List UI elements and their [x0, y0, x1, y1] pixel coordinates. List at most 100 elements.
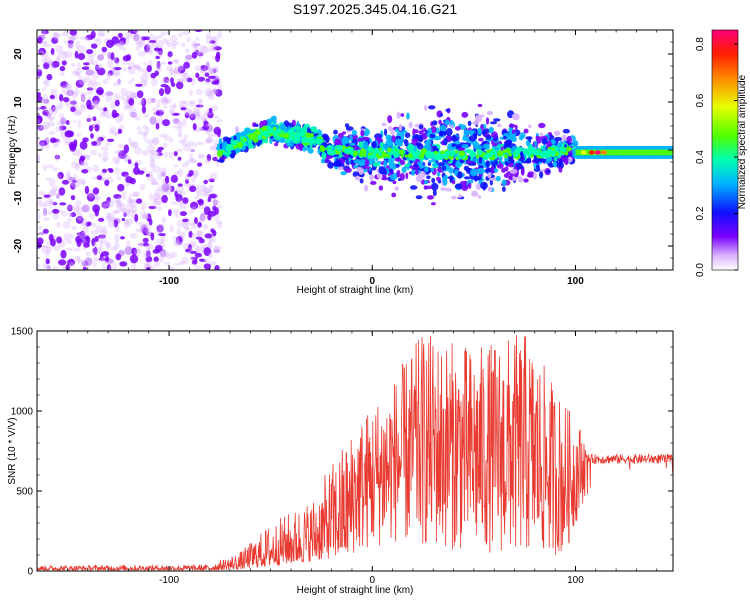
spectrogram-cell	[359, 178, 364, 184]
spectrogram-cell	[146, 243, 154, 250]
spectrogram-cell	[476, 145, 483, 151]
spectrogram-cell	[197, 98, 202, 104]
spectrogram-cell	[192, 142, 198, 148]
spectrogram-cell	[124, 249, 129, 254]
spectrogram-cell	[141, 213, 149, 220]
spectrogram-cell	[58, 259, 67, 266]
spectrogram-cell	[192, 257, 197, 262]
spectrogram-cell	[176, 227, 181, 236]
spectrogram-cell	[209, 178, 215, 183]
spectrogram-cell	[188, 101, 196, 107]
spectrogram-cell	[70, 195, 76, 201]
spectrogram-cell	[60, 249, 67, 259]
spectrogram-cell	[477, 149, 483, 156]
spectrogram-cell	[128, 80, 133, 85]
spectrogram-cell	[161, 183, 170, 192]
spectrogram-cell	[167, 51, 173, 58]
spectrogram-cell	[167, 56, 172, 60]
spectrogram-cell	[67, 213, 73, 218]
spectrogram-cell	[65, 120, 70, 125]
spectrogram-cell	[128, 69, 136, 75]
spectrogram-cell	[69, 37, 75, 46]
spectrogram-cell	[358, 167, 364, 175]
spectrogram-cell	[415, 142, 422, 147]
spectrogram-cell	[102, 151, 109, 157]
spectrogram-cell	[118, 154, 123, 160]
spectrogram-cell	[157, 185, 165, 192]
spectrogram-cell	[42, 217, 50, 221]
spectrogram-cell	[202, 223, 209, 230]
spectrogram-cell	[142, 237, 149, 243]
spectrogram-cell	[209, 172, 218, 181]
spectrogram-cell	[520, 132, 526, 139]
spectrogram-cell	[95, 89, 103, 94]
spectrogram-cell	[553, 156, 558, 162]
spectrogram-cell	[37, 201, 45, 208]
spectrogram-cell	[65, 141, 70, 145]
spectrogram-cell	[400, 113, 405, 117]
spectrogram-cell	[126, 202, 133, 212]
spectrogram-cell	[558, 159, 562, 167]
spectrogram-cell	[193, 43, 198, 49]
spectrogram-cell	[475, 183, 481, 191]
spectrogram-cell	[161, 234, 166, 243]
spectrogram-cell	[168, 209, 172, 217]
spectrogram-cell	[98, 240, 104, 248]
spectrogram-cell	[170, 34, 178, 43]
spectrogram-cell	[148, 218, 153, 226]
spectrogram-cell	[440, 187, 447, 191]
spectrogram-cell	[448, 167, 454, 174]
spectrogram-cell	[163, 135, 171, 141]
spectrogram-cell	[369, 154, 373, 159]
spectrogram-cell	[94, 236, 99, 242]
spectrogram-cell	[270, 116, 274, 124]
spectrogram-cell	[488, 126, 494, 134]
spectrogram-cell	[170, 69, 178, 75]
spectrogram-cell	[146, 97, 152, 105]
spectrogram-cell	[155, 152, 161, 159]
spectrogram-cell	[144, 44, 151, 53]
spectrogram-cell	[69, 233, 74, 240]
spectrogram-cell	[118, 150, 127, 159]
spectrogram-cell	[176, 148, 183, 153]
spectrogram-cell	[426, 175, 431, 180]
spectrogram-cell	[185, 179, 189, 184]
spectrogram-cell	[112, 156, 120, 164]
spectrogram-cell	[360, 148, 367, 155]
spectrogram-cell	[193, 43, 201, 47]
spectrogram-cell	[151, 182, 160, 186]
spectrogram-cell	[52, 208, 60, 214]
spectrogram-cell	[553, 130, 561, 136]
spectrogram-cell	[150, 265, 155, 270]
spectrogram-cell	[179, 64, 185, 71]
spectrogram-cell	[135, 198, 143, 204]
spectrogram-cell	[198, 67, 204, 72]
spectrogram-cell	[457, 147, 465, 152]
spectrogram-cell	[533, 172, 537, 180]
spectrogram-cell	[469, 130, 474, 136]
spectrogram-cell	[172, 118, 180, 124]
spectrogram-cell	[467, 162, 476, 166]
spectrogram-cell	[92, 116, 97, 122]
spectrogram-cell	[429, 133, 436, 139]
spectrogram-cell	[66, 170, 71, 177]
spectrogram-cell	[394, 157, 402, 162]
spectrogram-cell	[511, 129, 516, 134]
spectrogram-cell	[95, 65, 102, 70]
spectrogram-cell	[179, 80, 187, 83]
spectrogram-cell	[98, 152, 103, 158]
spectrogram-cell	[535, 164, 540, 170]
spectrogram-cell	[92, 187, 100, 195]
spectrogram-cell	[155, 238, 165, 244]
spectrogram-cell	[310, 128, 319, 133]
spectrogram-cell	[410, 169, 416, 176]
spectrogram-cell	[343, 148, 350, 155]
spectrogram-cell	[208, 68, 216, 74]
spectrogram-cell	[120, 37, 126, 42]
spectrogram-cell	[113, 43, 122, 47]
spectrogram-cell	[188, 100, 196, 104]
spectrogram-cell	[236, 141, 243, 148]
spectrogram-cell	[204, 87, 212, 97]
spectrogram-cell	[168, 183, 172, 192]
spectrogram-cell	[180, 107, 187, 111]
